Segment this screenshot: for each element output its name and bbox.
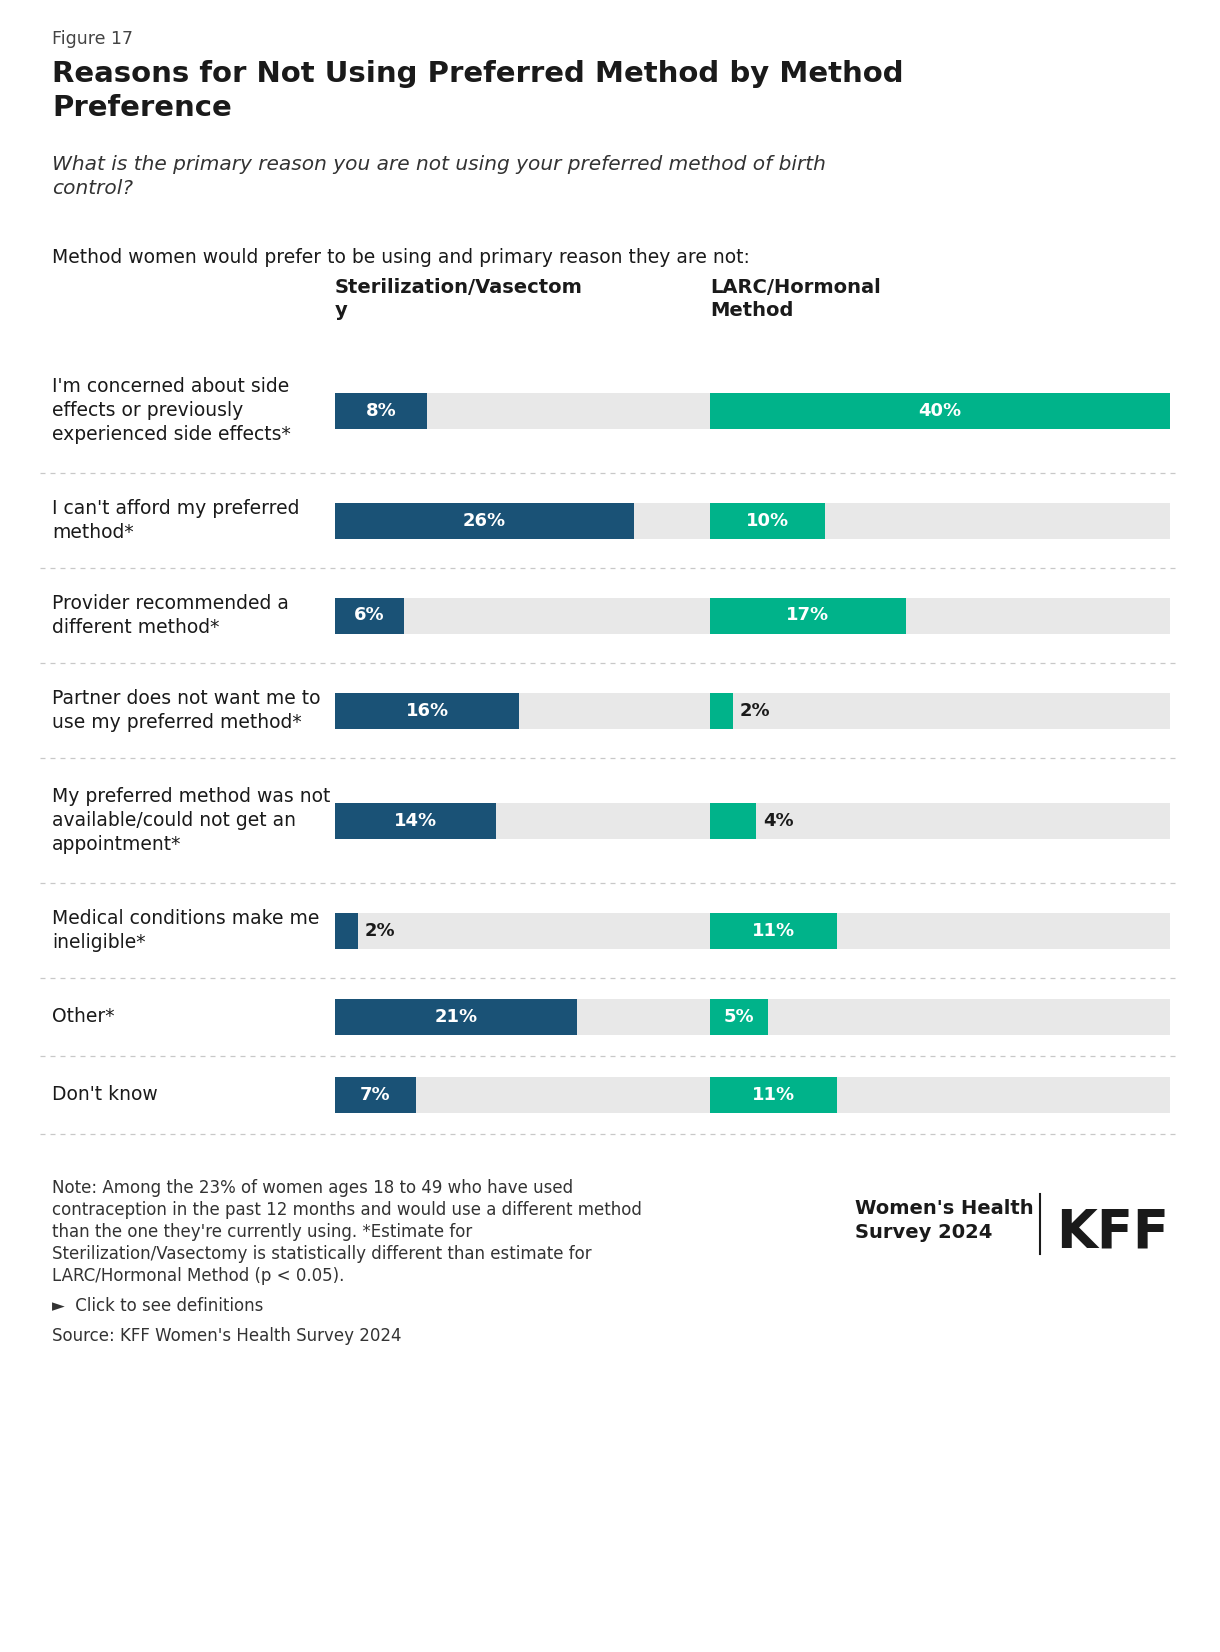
- Text: 21%: 21%: [434, 1008, 477, 1026]
- Text: 11%: 11%: [752, 922, 794, 940]
- Bar: [710, 999, 1170, 1036]
- Text: Sterilization/Vasectom
y: Sterilization/Vasectom y: [336, 278, 583, 320]
- Bar: [710, 692, 1170, 729]
- Bar: [710, 393, 1170, 428]
- Bar: [336, 393, 795, 428]
- Bar: [336, 393, 427, 428]
- Text: 4%: 4%: [762, 811, 794, 829]
- Text: I can't afford my preferred
method*: I can't afford my preferred method*: [52, 499, 299, 542]
- Text: Source: KFF Women's Health Survey 2024: Source: KFF Women's Health Survey 2024: [52, 1327, 401, 1345]
- Bar: [710, 598, 905, 633]
- Bar: [710, 803, 756, 839]
- Bar: [710, 912, 1170, 948]
- Text: 10%: 10%: [745, 512, 789, 530]
- Text: 6%: 6%: [354, 606, 384, 624]
- Text: 2%: 2%: [365, 922, 395, 940]
- Text: 5%: 5%: [723, 1008, 754, 1026]
- Bar: [336, 692, 795, 729]
- Bar: [710, 1077, 1170, 1113]
- Bar: [710, 502, 1170, 539]
- Bar: [710, 598, 1170, 633]
- Text: Don't know: Don't know: [52, 1085, 157, 1105]
- Text: Sterilization/Vasectomy is statistically different than estimate for: Sterilization/Vasectomy is statistically…: [52, 1246, 592, 1264]
- Text: 8%: 8%: [366, 401, 396, 420]
- Text: 40%: 40%: [919, 401, 961, 420]
- Bar: [336, 598, 795, 633]
- Bar: [710, 393, 1170, 428]
- Text: 2%: 2%: [741, 702, 771, 720]
- Bar: [710, 502, 825, 539]
- Text: LARC/Hormonal Method (p < 0.05).: LARC/Hormonal Method (p < 0.05).: [52, 1267, 344, 1285]
- Bar: [336, 999, 795, 1036]
- Bar: [710, 1077, 837, 1113]
- Text: Provider recommended a
different method*: Provider recommended a different method*: [52, 593, 289, 638]
- Text: I'm concerned about side
effects or previously
experienced side effects*: I'm concerned about side effects or prev…: [52, 377, 290, 444]
- Text: Figure 17: Figure 17: [52, 30, 133, 48]
- Text: 7%: 7%: [360, 1085, 390, 1104]
- Text: Partner does not want me to
use my preferred method*: Partner does not want me to use my prefe…: [52, 689, 321, 732]
- Bar: [710, 999, 767, 1036]
- Text: 11%: 11%: [752, 1085, 794, 1104]
- Bar: [336, 1077, 416, 1113]
- Text: 16%: 16%: [405, 702, 449, 720]
- Text: What is the primary reason you are not using your preferred method of birth
cont: What is the primary reason you are not u…: [52, 155, 826, 198]
- Bar: [336, 803, 795, 839]
- Bar: [336, 1077, 795, 1113]
- Text: My preferred method was not
available/could not get an
appointment*: My preferred method was not available/co…: [52, 786, 331, 854]
- Bar: [336, 912, 357, 948]
- Bar: [710, 692, 733, 729]
- Text: 14%: 14%: [394, 811, 437, 829]
- Bar: [710, 912, 837, 948]
- Bar: [336, 502, 634, 539]
- Bar: [336, 692, 518, 729]
- Text: Other*: Other*: [52, 1008, 115, 1026]
- Text: LARC/Hormonal
Method: LARC/Hormonal Method: [710, 278, 881, 320]
- Text: Women's Health: Women's Health: [855, 1199, 1033, 1218]
- Text: Note: Among the 23% of women ages 18 to 49 who have used: Note: Among the 23% of women ages 18 to …: [52, 1180, 573, 1198]
- Text: 26%: 26%: [462, 512, 506, 530]
- Text: KFF: KFF: [1057, 1208, 1169, 1259]
- Text: 17%: 17%: [786, 606, 830, 624]
- Text: contraception in the past 12 months and would use a different method: contraception in the past 12 months and …: [52, 1201, 642, 1219]
- Text: Method women would prefer to be using and primary reason they are not:: Method women would prefer to be using an…: [52, 248, 750, 268]
- Text: Medical conditions make me
ineligible*: Medical conditions make me ineligible*: [52, 909, 320, 952]
- Bar: [336, 598, 404, 633]
- Text: Reasons for Not Using Preferred Method by Method
Preference: Reasons for Not Using Preferred Method b…: [52, 59, 904, 122]
- Text: than the one they're currently using. *Estimate for: than the one they're currently using. *E…: [52, 1222, 472, 1241]
- Text: ►  Click to see definitions: ► Click to see definitions: [52, 1297, 264, 1315]
- Bar: [336, 912, 795, 948]
- Text: Survey 2024: Survey 2024: [855, 1222, 992, 1242]
- Bar: [336, 502, 795, 539]
- Bar: [336, 999, 577, 1036]
- Bar: [710, 803, 1170, 839]
- Bar: [336, 803, 497, 839]
